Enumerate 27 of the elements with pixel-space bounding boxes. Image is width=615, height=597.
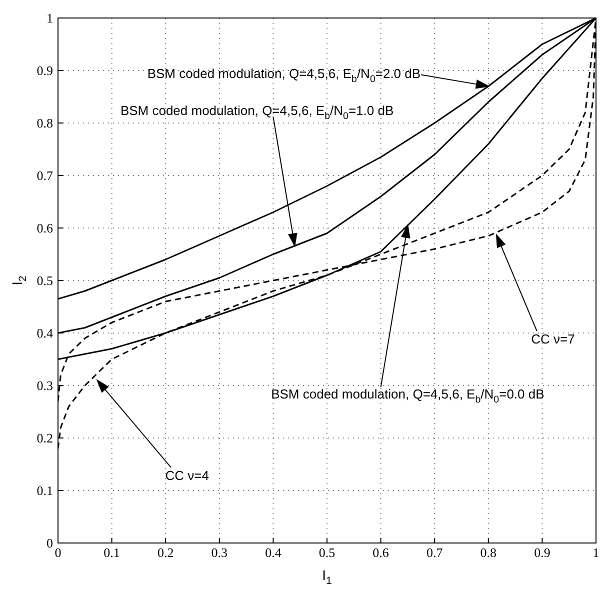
x-tick-label: 0.2: [157, 545, 174, 560]
x-tick-label: 0.7: [426, 545, 444, 560]
annotation: BSM coded modulation, Q=4,5,6, E$_{b}$/N$_{0}$=2.0 dB: [147, 66, 421, 86]
annotation: CC ν=7: [531, 331, 575, 346]
y-tick-label: 1: [46, 10, 53, 26]
y-tick-label: 0: [46, 536, 53, 551]
y-tick-label: 0.5: [36, 273, 53, 288]
x-axis-title: I$_{1}$: [322, 567, 332, 587]
y-tick-label: 0.4: [36, 326, 54, 341]
annotation: BSM coded modulation, Q=4,5,6, E$_{b}$/N$_{0}$=1.0 dB: [120, 102, 394, 122]
y-tick-label: 0.9: [36, 63, 53, 78]
x-tick-label: 0.9: [534, 545, 550, 560]
x-tick-label: 0.1: [104, 545, 120, 560]
x-tick-label: 0.6: [372, 545, 390, 560]
x-tick-label: 0.5: [318, 545, 336, 560]
x-tick-label: 0.3: [211, 545, 228, 560]
y-tick-label: 0.1: [36, 483, 53, 498]
y-tick-label: 0.6: [36, 220, 54, 236]
y-tick-label: 0.8: [36, 116, 53, 131]
annotation: CC ν=4: [165, 468, 209, 483]
x-tick-label: 0.4: [265, 545, 282, 560]
y-tick-label: 0.7: [36, 168, 54, 184]
x-tick-label: 1: [592, 545, 600, 560]
y-tick-label: 0.3: [36, 378, 53, 394]
y-tick-label: 0.2: [36, 430, 53, 446]
annotation: BSM coded modulation, Q=4,5,6, E$_{b}$/N$_{0}$=0.0 dB: [271, 386, 544, 406]
x-tick-label: 0.8: [480, 545, 497, 560]
